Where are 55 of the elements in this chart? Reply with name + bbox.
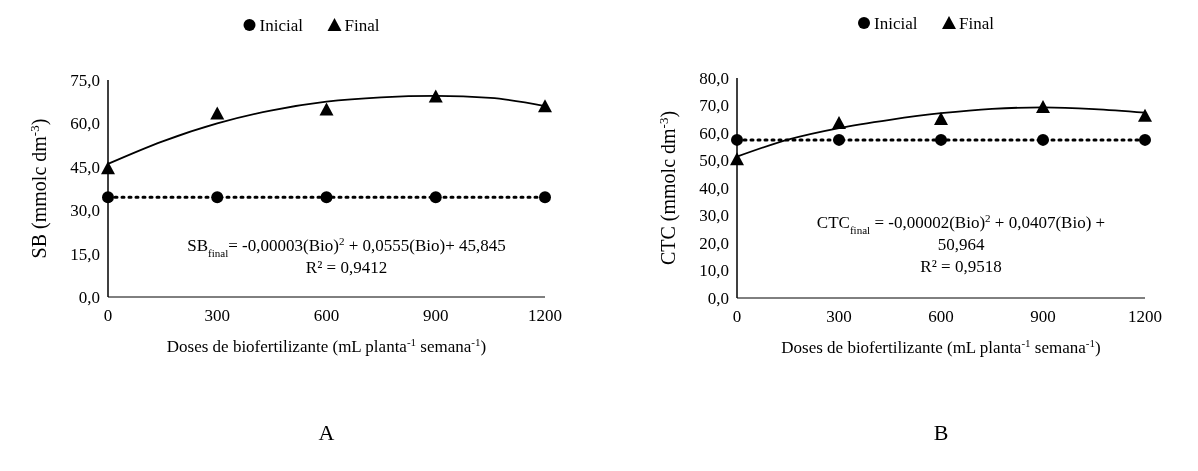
y-tick-label: 0,0 xyxy=(78,287,100,307)
point xyxy=(102,191,114,204)
point xyxy=(731,133,743,146)
y-tick-label: 75,0 xyxy=(70,70,100,90)
point xyxy=(730,152,744,166)
x-tick-label: 300 xyxy=(204,306,230,325)
point xyxy=(1036,99,1050,113)
x-tick-label: 300 xyxy=(826,307,852,326)
x-tick-label: 1200 xyxy=(528,306,562,325)
point xyxy=(1139,133,1151,146)
x-tick-label: 0 xyxy=(732,307,742,326)
annotation: R² = 0,9412 xyxy=(305,258,388,278)
point xyxy=(1037,133,1049,146)
legend-label: Final xyxy=(344,15,380,35)
point xyxy=(934,111,948,125)
point xyxy=(211,191,224,204)
legend-label: Inicial xyxy=(874,13,918,33)
y-tick-label: 30,0 xyxy=(70,201,100,221)
y-tick-label: 20,0 xyxy=(699,233,729,253)
point xyxy=(101,161,115,175)
legend-label: Final xyxy=(959,13,995,33)
x-tick-label: 900 xyxy=(423,306,449,325)
y-tick-label: 80,0 xyxy=(699,68,729,88)
y-tick-label: 0,0 xyxy=(707,288,729,308)
annotation: 50,964 xyxy=(937,234,985,254)
y-tick-label: 50,0 xyxy=(699,151,729,171)
annotation: SB$_{final}$= -0,00003(Bio)$^{2}$ + 0,0555(Bio)+ 45,845 xyxy=(187,235,506,260)
x-axis-title: Doses de biofertilizante (mL planta$^{-1}$ semana$^{-1}$) xyxy=(781,337,1101,357)
legend-label: Inicial xyxy=(259,15,304,35)
x-tick-label: 600 xyxy=(928,307,954,326)
text: A xyxy=(318,420,335,445)
point xyxy=(429,191,442,204)
x-tick-label: 0 xyxy=(103,306,113,325)
y-tick-label: 30,0 xyxy=(699,206,729,226)
y-tick-label: 15,0 xyxy=(70,244,100,264)
point xyxy=(833,133,845,146)
y-tick-label: 40,0 xyxy=(699,178,729,198)
y-tick-label: 60,0 xyxy=(70,114,100,134)
x-axis-title: Doses de biofertilizante (mL planta$^{-1}$ semana$^{-1}$) xyxy=(166,336,487,356)
y-tick-label: 60,0 xyxy=(699,123,729,143)
annotation: R² = 0,9518 xyxy=(920,256,1002,276)
text: B xyxy=(933,420,949,445)
y-tick-label: 45,0 xyxy=(70,157,100,177)
annotation: CTC$_{final}$ = -0,00002(Bio)$^{2}$ + 0,0407(Bio) + xyxy=(816,211,1106,236)
point xyxy=(320,191,333,204)
x-tick-label: 1200 xyxy=(1128,307,1162,326)
y-tick-label: 70,0 xyxy=(699,96,729,116)
point xyxy=(319,102,334,116)
y-tick-label: 10,0 xyxy=(699,261,729,281)
x-tick-label: 900 xyxy=(1030,307,1056,326)
point xyxy=(935,133,947,146)
point xyxy=(539,191,551,204)
point xyxy=(210,106,225,120)
x-tick-label: 600 xyxy=(313,306,340,325)
point xyxy=(1138,108,1152,122)
